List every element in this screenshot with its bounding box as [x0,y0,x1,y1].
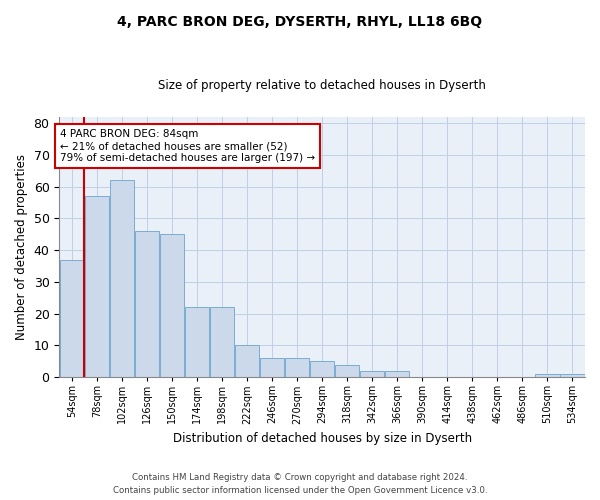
Bar [85,196,109,377]
Bar [185,308,209,377]
Text: 4 PARC BRON DEG: 84sqm
← 21% of detached houses are smaller (52)
79% of semi-det: 4 PARC BRON DEG: 84sqm ← 21% of detached… [60,130,315,162]
Bar [335,364,359,377]
Bar [59,260,84,377]
Bar [310,362,334,377]
Y-axis label: Number of detached properties: Number of detached properties [15,154,28,340]
Bar [535,374,560,377]
Bar [560,374,584,377]
Bar [235,346,259,377]
Title: Size of property relative to detached houses in Dyserth: Size of property relative to detached ho… [158,79,486,92]
Bar [360,371,385,377]
Bar [385,371,409,377]
Bar [260,358,284,377]
Bar [135,231,159,377]
X-axis label: Distribution of detached houses by size in Dyserth: Distribution of detached houses by size … [173,432,472,445]
Bar [160,234,184,377]
Bar [110,180,134,377]
Text: Contains HM Land Registry data © Crown copyright and database right 2024.
Contai: Contains HM Land Registry data © Crown c… [113,474,487,495]
Bar [285,358,309,377]
Bar [210,308,234,377]
Text: 4, PARC BRON DEG, DYSERTH, RHYL, LL18 6BQ: 4, PARC BRON DEG, DYSERTH, RHYL, LL18 6B… [118,15,482,29]
